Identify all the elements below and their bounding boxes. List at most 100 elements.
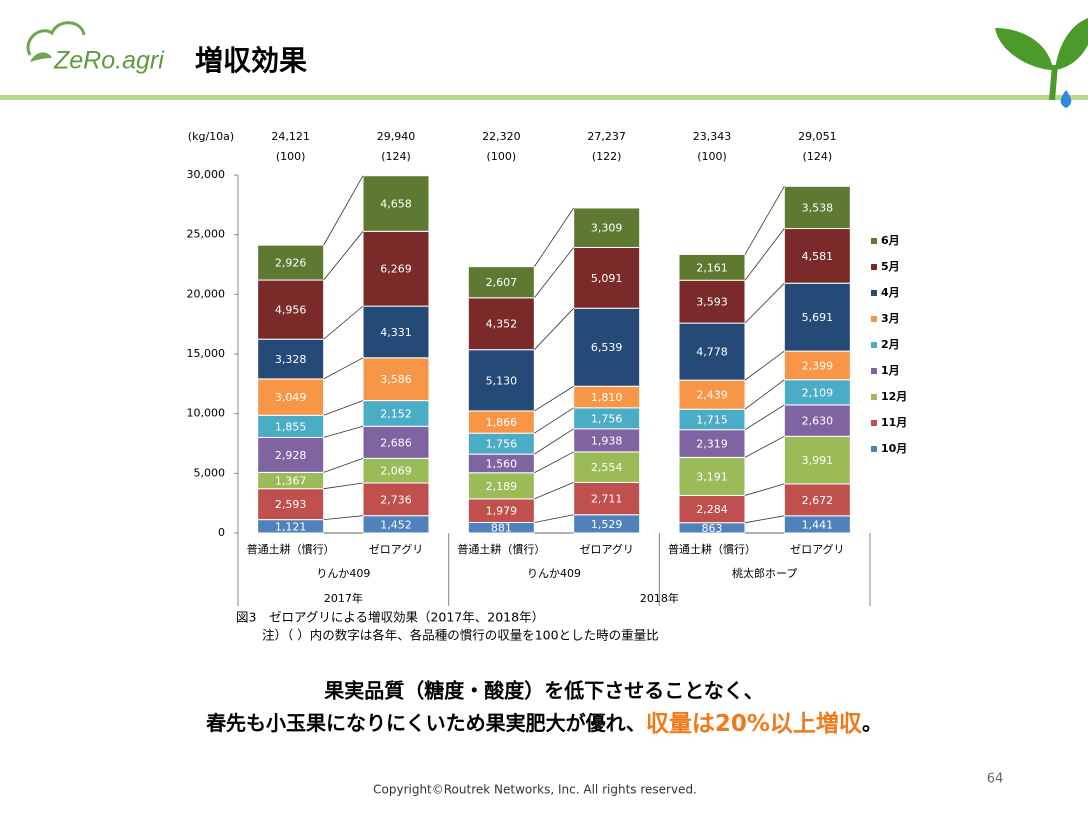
data-label: 2,152 — [380, 407, 412, 420]
data-label: 2,926 — [275, 257, 307, 270]
column-total: 29,940 — [377, 130, 416, 143]
y-tick-label: 30,000 — [187, 168, 226, 181]
legend-label: 4月 — [881, 286, 900, 299]
water-drop — [1060, 90, 1072, 108]
legend-marker — [871, 420, 877, 426]
y-tick-label: 25,000 — [187, 228, 226, 241]
column-ratio: (122) — [592, 150, 622, 163]
y-tick-label: 10,000 — [187, 407, 226, 420]
data-label: 2,672 — [802, 494, 834, 507]
logo-cloud — [26, 21, 86, 56]
legend-label: 11月 — [881, 416, 907, 429]
data-label: 4,956 — [275, 304, 307, 317]
x-tick-label: 普通土耕（慣行） — [457, 542, 545, 556]
legend-label: 2月 — [881, 338, 900, 351]
bar-segment — [467, 349, 535, 412]
bar-segment — [573, 307, 641, 387]
chart: (kg/10a) 0 5,000 10,000 15,000 20,000 25,000 30… — [187, 130, 907, 606]
data-label: 3,191 — [696, 470, 728, 483]
data-label: 2,319 — [696, 438, 728, 451]
data-label: 1,560 — [486, 457, 518, 470]
bar-segment — [257, 244, 325, 281]
data-label: 4,778 — [696, 346, 728, 359]
connector-line — [534, 428, 574, 455]
legend-marker — [871, 264, 877, 270]
sprout-stem — [1049, 64, 1058, 101]
bar-segment — [573, 451, 641, 483]
y-tick-label: 15,000 — [187, 347, 226, 360]
message-highlight: 収量は20%以上増収 — [646, 710, 863, 737]
data-label: 2,630 — [802, 415, 834, 428]
data-label: 1,938 — [591, 434, 623, 447]
data-label: 881 — [491, 522, 512, 535]
data-label: 2,189 — [486, 480, 518, 493]
x-year-label: 2018年 — [640, 591, 679, 605]
legend-marker — [871, 316, 877, 322]
x-group-label: 桃太郎ホープ — [732, 566, 797, 580]
bar-segment — [678, 322, 746, 381]
legend-marker — [871, 290, 877, 296]
column-total: 22,320 — [482, 130, 521, 143]
bar-segment — [362, 482, 430, 517]
data-label: 1,441 — [802, 518, 834, 531]
data-label: 4,331 — [380, 326, 412, 339]
logo — [26, 21, 86, 62]
data-label: 1,756 — [486, 438, 518, 451]
logo-leaf — [30, 52, 52, 62]
column-total: 29,051 — [798, 130, 837, 143]
data-label: 2,593 — [275, 498, 307, 511]
connector-line — [534, 514, 574, 523]
page-number: 64 — [987, 772, 1004, 787]
bar-segment — [573, 481, 641, 516]
x-tick-label: 普通土耕（慣行） — [668, 542, 756, 556]
data-label: 2,686 — [380, 436, 412, 449]
connector-line — [744, 350, 785, 381]
data-label: 3,328 — [275, 353, 307, 366]
data-label: 2,439 — [696, 389, 728, 402]
connector-line — [744, 404, 785, 431]
bar-segment — [467, 266, 535, 299]
bar-segment — [573, 246, 641, 309]
data-label: 2,711 — [591, 493, 623, 506]
bar-segment — [678, 253, 746, 281]
connector-line — [534, 482, 574, 500]
connector-line — [323, 175, 364, 246]
bar-segment — [362, 305, 430, 359]
y-tick-label: 20,000 — [187, 287, 226, 300]
figure-note: 注）（ ）内の数字は各年、各品種の慣行の収量を100とした時の重量比 — [262, 628, 659, 643]
data-label: 1,529 — [591, 518, 623, 531]
data-label: 3,586 — [380, 373, 412, 386]
sprout-icon — [995, 18, 1088, 108]
bar-segment — [257, 378, 325, 416]
column-total: 23,343 — [693, 130, 732, 143]
connector-line — [323, 457, 364, 473]
bar-segment — [362, 230, 430, 307]
sprout-leaf-left — [995, 28, 1053, 70]
legend-marker — [871, 368, 877, 374]
bar-segment — [678, 429, 746, 458]
bar-segment — [573, 207, 641, 248]
legend-label: 6月 — [881, 234, 900, 247]
bar-segment — [362, 357, 430, 402]
data-label: 3,309 — [591, 222, 623, 235]
connector-line — [534, 451, 574, 474]
header-rule — [0, 95, 1088, 100]
y-tick-label: 0 — [218, 526, 225, 539]
connector-line — [534, 407, 574, 434]
bar-segment — [467, 297, 535, 351]
data-label: 1,121 — [275, 520, 307, 533]
connector-line — [744, 515, 785, 524]
x-tick-label: ゼロアグリ — [790, 542, 844, 556]
legend-marker — [871, 238, 877, 244]
connector-line — [534, 385, 574, 412]
data-label: 6,539 — [591, 341, 623, 354]
data-label: 1,715 — [696, 413, 728, 426]
data-label: 863 — [702, 522, 723, 535]
connector-line — [323, 400, 364, 416]
column-ratio: (100) — [487, 150, 517, 163]
bar-segment — [678, 379, 746, 410]
legend-label: 10月 — [881, 442, 907, 455]
column-ratio: (124) — [381, 150, 411, 163]
data-label: 2,554 — [591, 461, 623, 474]
